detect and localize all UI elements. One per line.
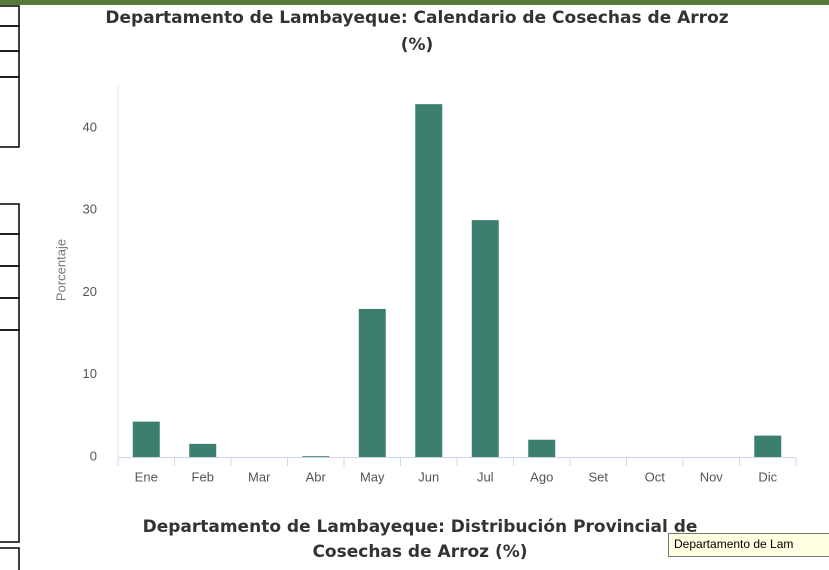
next-chart-title: Cosechas de Arroz (%) xyxy=(312,542,527,562)
x-tick-label: Mar xyxy=(248,469,271,484)
chart-title: Departamento de Lambayeque: Calendario d… xyxy=(105,8,728,28)
table-cell xyxy=(0,265,20,299)
x-tick-label: Dic xyxy=(758,469,777,484)
x-tick-label: Jun xyxy=(418,469,439,484)
bar xyxy=(754,435,782,457)
table-cell xyxy=(0,76,20,148)
bar xyxy=(471,220,499,457)
x-tick-label: Ene xyxy=(135,469,158,484)
x-tick-label: Nov xyxy=(700,469,724,484)
table-cell xyxy=(0,233,20,267)
table-cell xyxy=(0,5,20,27)
bar xyxy=(189,443,217,457)
x-tick-label: Ago xyxy=(530,469,553,484)
chart-subtitle: (%) xyxy=(401,35,434,55)
plot: 0 10 20 30 40 Ene Feb Mar Abr May Jun Jul Ago Set Oct N… xyxy=(83,104,797,484)
y-tick-label: 0 xyxy=(90,448,97,463)
table-cell xyxy=(0,50,20,78)
x-tick-label: Oct xyxy=(645,469,666,484)
y-tick-label: 10 xyxy=(83,366,97,381)
y-tick-label: 20 xyxy=(83,284,97,299)
x-tick-label: Jul xyxy=(477,469,494,484)
header-image-strip xyxy=(0,0,829,5)
table-cell xyxy=(0,203,20,235)
bar xyxy=(528,439,556,457)
table-cell xyxy=(0,547,20,570)
x-tick-label: Feb xyxy=(192,469,214,484)
next-chart-title: Departamento de Lambayeque: Distribución… xyxy=(143,517,698,537)
x-tick-label: Abr xyxy=(306,469,327,484)
left-table-fragments xyxy=(0,5,20,570)
tooltip-text: Departamento de Lam xyxy=(674,537,793,551)
y-tick-label: 40 xyxy=(83,119,97,134)
bar xyxy=(302,456,330,457)
bar xyxy=(415,104,443,458)
tooltip-box xyxy=(668,533,829,557)
bar xyxy=(358,308,386,457)
x-tick-label: Set xyxy=(588,469,608,484)
x-tick-label: May xyxy=(360,469,385,484)
table-cell xyxy=(0,329,20,543)
table-cell xyxy=(0,297,20,331)
bar xyxy=(132,421,160,457)
table-cell xyxy=(0,25,20,52)
y-tick-label: 30 xyxy=(83,202,97,217)
y-axis-title: Porcentaje xyxy=(53,239,68,301)
